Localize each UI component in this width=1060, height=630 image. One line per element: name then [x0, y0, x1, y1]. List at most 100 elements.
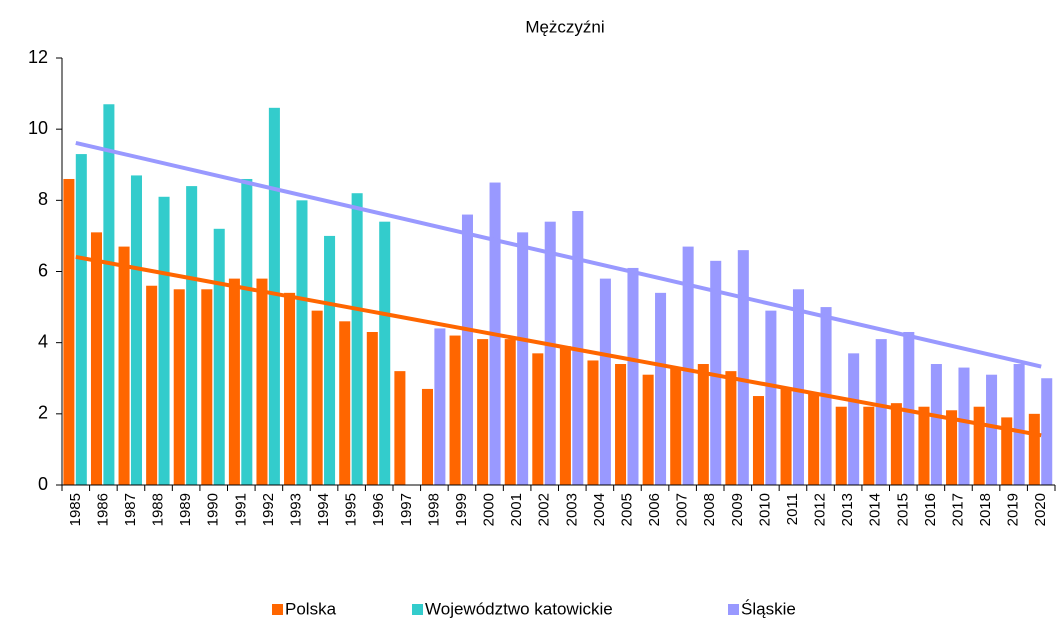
bar: [544, 221, 556, 485]
y-tick-label: 2: [38, 403, 48, 423]
x-tick-label: 2019: [1005, 493, 1022, 526]
bar: [958, 367, 970, 485]
x-tick-label: 1993: [287, 493, 304, 526]
x-tick-label: 1987: [122, 493, 139, 526]
x-tick-label: 2016: [922, 493, 939, 526]
bar: [146, 285, 158, 485]
bar: [284, 292, 296, 485]
bar: [504, 339, 516, 485]
bar: [103, 104, 115, 485]
bar: [130, 175, 142, 486]
bar: [118, 246, 130, 485]
y-tick-label: 6: [38, 260, 48, 280]
bar: [421, 388, 433, 485]
bar: [973, 406, 985, 485]
bar: [75, 154, 87, 485]
x-tick-label: 1988: [150, 493, 167, 526]
bar: [615, 364, 627, 485]
x-tick-label: 2008: [701, 493, 718, 526]
bar: [201, 289, 213, 485]
x-tick-label: 1992: [260, 493, 277, 526]
bar: [835, 406, 847, 485]
bar: [655, 292, 667, 485]
bar: [311, 310, 323, 485]
x-tick-label: 2000: [481, 493, 498, 526]
bar: [324, 235, 336, 485]
bar: [627, 267, 639, 485]
bar: [710, 260, 722, 485]
bar: [477, 339, 489, 485]
x-tick-label: 2001: [508, 493, 525, 526]
bar: [863, 406, 875, 485]
bar: [642, 374, 654, 485]
bar: [1001, 417, 1013, 485]
bar: [213, 228, 225, 486]
x-tick-label: 2013: [839, 493, 856, 526]
x-tick-label: 2014: [867, 493, 884, 526]
legend-label: Polska: [285, 599, 337, 618]
bar: [792, 289, 804, 485]
bar: [903, 331, 915, 485]
bar: [268, 107, 280, 486]
bar: [848, 353, 860, 485]
bar: [559, 346, 571, 485]
bar: [808, 392, 820, 485]
bar: [461, 214, 473, 486]
bar: [752, 396, 764, 485]
x-tick-label: 2005: [618, 493, 635, 526]
x-tick-label: 2002: [536, 493, 553, 526]
x-tick-label: 2009: [729, 493, 746, 526]
x-tick-label: 1999: [453, 493, 470, 526]
legend-label: Województwo katowickie: [425, 599, 613, 618]
x-tick-label: 2018: [977, 493, 994, 526]
x-tick-label: 2011: [784, 493, 801, 525]
bar: [1013, 364, 1025, 485]
bar: [1028, 413, 1040, 485]
x-tick-label: 2003: [563, 493, 580, 526]
bar: [296, 200, 308, 486]
x-tick-label: 1997: [398, 493, 415, 526]
bar: [517, 232, 529, 485]
x-tick-label: 2017: [949, 493, 966, 526]
bar: [737, 250, 749, 485]
legend-swatch: [412, 604, 423, 615]
x-tick-label: 1998: [425, 493, 442, 526]
bar: [449, 335, 461, 485]
x-tick-label: 2004: [591, 493, 608, 526]
bar: [697, 364, 709, 485]
x-tick-label: 1990: [205, 493, 222, 526]
y-tick-label: 8: [38, 189, 48, 209]
bar: [918, 406, 930, 485]
bar: [241, 178, 253, 485]
x-tick-label: 1996: [370, 493, 387, 526]
bar: [587, 360, 599, 485]
x-tick-label: 2012: [812, 493, 829, 526]
bar: [1041, 378, 1053, 485]
x-tick-label: 1994: [315, 493, 332, 526]
legend-swatch: [728, 604, 739, 615]
x-tick-label: 1991: [232, 493, 249, 526]
bar: [173, 289, 185, 485]
x-tick-label: 2006: [646, 493, 663, 526]
y-tick-label: 10: [28, 118, 48, 138]
bar: [946, 410, 958, 485]
bar: [682, 246, 694, 485]
bar: [780, 388, 792, 485]
x-tick-label: 2015: [894, 493, 911, 526]
bar: [366, 331, 378, 485]
x-tick-label: 2007: [674, 493, 691, 526]
bar: [394, 371, 406, 485]
bar: [670, 367, 682, 485]
x-tick-label: 1989: [177, 493, 194, 526]
bar: [379, 221, 391, 485]
x-tick-label: 1986: [94, 493, 111, 526]
bar: [890, 403, 902, 485]
bar: [599, 278, 611, 485]
x-tick-label: 1995: [343, 493, 360, 526]
legend-label: Śląskie: [741, 599, 796, 618]
bar: [434, 328, 446, 485]
bar: [532, 353, 544, 485]
y-tick-label: 12: [28, 47, 48, 67]
bar: [228, 278, 240, 485]
